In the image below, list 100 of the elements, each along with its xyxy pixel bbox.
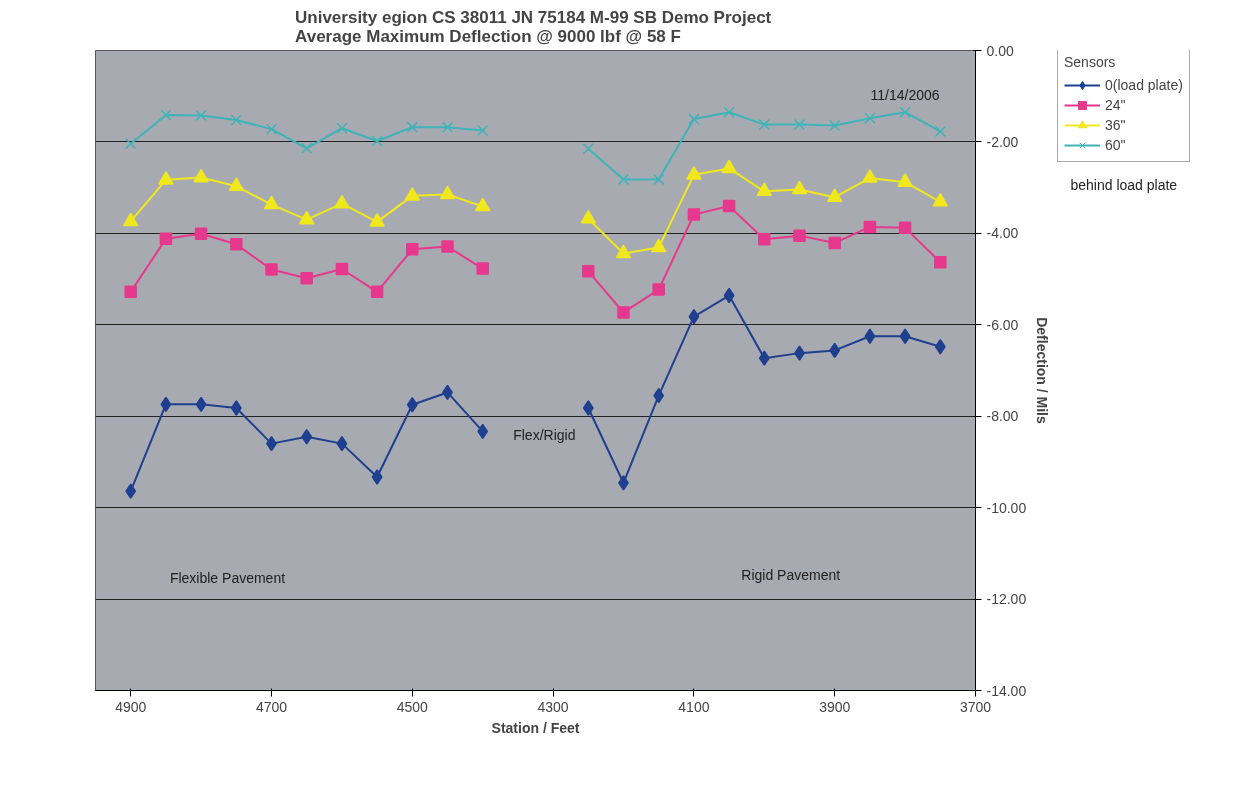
point bbox=[230, 114, 242, 126]
annotation: 11/14/2006 bbox=[870, 87, 940, 104]
point bbox=[898, 221, 912, 235]
point bbox=[758, 233, 771, 246]
y-tick-label: -14.00 bbox=[986, 682, 1027, 699]
y-tick-label: -8.00 bbox=[986, 408, 1019, 425]
point bbox=[615, 244, 632, 259]
point bbox=[580, 209, 597, 224]
point bbox=[371, 469, 383, 485]
point bbox=[899, 328, 911, 344]
point bbox=[722, 199, 736, 213]
point bbox=[582, 143, 594, 155]
point bbox=[265, 123, 278, 135]
point bbox=[582, 400, 594, 416]
point bbox=[194, 227, 208, 241]
point bbox=[864, 328, 876, 344]
point bbox=[441, 240, 454, 253]
point bbox=[369, 213, 385, 227]
point bbox=[688, 308, 700, 325]
chart-title: University egion CS 38011 JN 75184 M-99 SB Demo Project Average Maximum Deflection @ 9000 lbf @ 58 F bbox=[295, 7, 772, 46]
point bbox=[230, 238, 243, 251]
point bbox=[687, 208, 701, 221]
y-tick-label: 0.00 bbox=[986, 42, 1014, 59]
point bbox=[723, 287, 735, 304]
y-tick-label: -12.00 bbox=[986, 591, 1027, 608]
y-axis-title: Deflection / Mils bbox=[1034, 317, 1051, 424]
point bbox=[477, 423, 489, 440]
point bbox=[653, 173, 665, 186]
point bbox=[756, 182, 773, 197]
point bbox=[791, 180, 808, 195]
text: behind load plate bbox=[1070, 176, 1178, 193]
point bbox=[371, 135, 383, 147]
point bbox=[897, 173, 913, 187]
y-tick-label: -4.00 bbox=[986, 225, 1019, 242]
x-axis-title: Station / Feet bbox=[491, 719, 580, 736]
point bbox=[758, 350, 770, 366]
legend-label: 36" bbox=[1105, 117, 1126, 133]
point bbox=[653, 387, 665, 404]
point bbox=[617, 306, 630, 319]
point bbox=[125, 483, 137, 499]
x-tick-label: 4100 bbox=[678, 698, 710, 715]
point bbox=[793, 118, 806, 131]
point bbox=[228, 177, 245, 192]
point bbox=[125, 138, 137, 150]
point bbox=[265, 263, 278, 276]
point bbox=[160, 396, 172, 413]
point bbox=[934, 125, 946, 138]
x-tick-label: 4300 bbox=[537, 698, 569, 715]
point bbox=[441, 121, 454, 133]
x-tick-label: 4700 bbox=[255, 698, 288, 715]
annotation: Flex/Rigid bbox=[513, 426, 576, 443]
point bbox=[617, 173, 630, 186]
point bbox=[758, 118, 770, 131]
point bbox=[301, 429, 313, 445]
point bbox=[263, 195, 280, 210]
point bbox=[230, 400, 242, 416]
point bbox=[934, 255, 947, 269]
point bbox=[932, 192, 949, 207]
y-tick-label: -10.00 bbox=[986, 499, 1027, 516]
y-tick-label: -2.00 bbox=[986, 133, 1019, 150]
point bbox=[406, 397, 418, 413]
point bbox=[335, 262, 349, 276]
point bbox=[195, 396, 207, 413]
point bbox=[864, 112, 876, 124]
point bbox=[298, 210, 315, 225]
annotation: Rigid Pavement bbox=[741, 567, 841, 584]
point bbox=[193, 168, 209, 183]
point bbox=[122, 212, 139, 227]
point bbox=[474, 197, 491, 212]
x-tick-label: 4900 bbox=[115, 698, 147, 715]
point bbox=[652, 283, 665, 296]
point bbox=[300, 271, 313, 285]
legend-label: 24" bbox=[1105, 97, 1126, 113]
x-tick-label: 4500 bbox=[396, 698, 429, 715]
point bbox=[934, 338, 946, 355]
point bbox=[828, 236, 841, 250]
point bbox=[793, 229, 806, 242]
y-tick-label: -6.00 bbox=[986, 316, 1019, 333]
point bbox=[686, 166, 702, 180]
point bbox=[863, 220, 877, 234]
point bbox=[582, 265, 595, 278]
point bbox=[158, 171, 174, 185]
point bbox=[650, 238, 667, 253]
point bbox=[688, 113, 700, 125]
point bbox=[406, 121, 418, 133]
point bbox=[124, 285, 137, 299]
x-tick-label: 3700 bbox=[959, 698, 992, 715]
annotation: Flexible Pavement bbox=[169, 569, 286, 586]
point bbox=[723, 106, 735, 118]
point bbox=[370, 285, 384, 299]
point bbox=[336, 435, 348, 452]
point bbox=[439, 185, 456, 200]
point bbox=[336, 122, 348, 134]
legend-title: Sensors bbox=[1064, 54, 1117, 70]
point bbox=[829, 119, 841, 132]
point bbox=[862, 169, 878, 183]
point bbox=[829, 342, 841, 359]
legend-label: 0(load plate) bbox=[1105, 77, 1183, 93]
point bbox=[477, 124, 489, 137]
point bbox=[334, 194, 350, 209]
